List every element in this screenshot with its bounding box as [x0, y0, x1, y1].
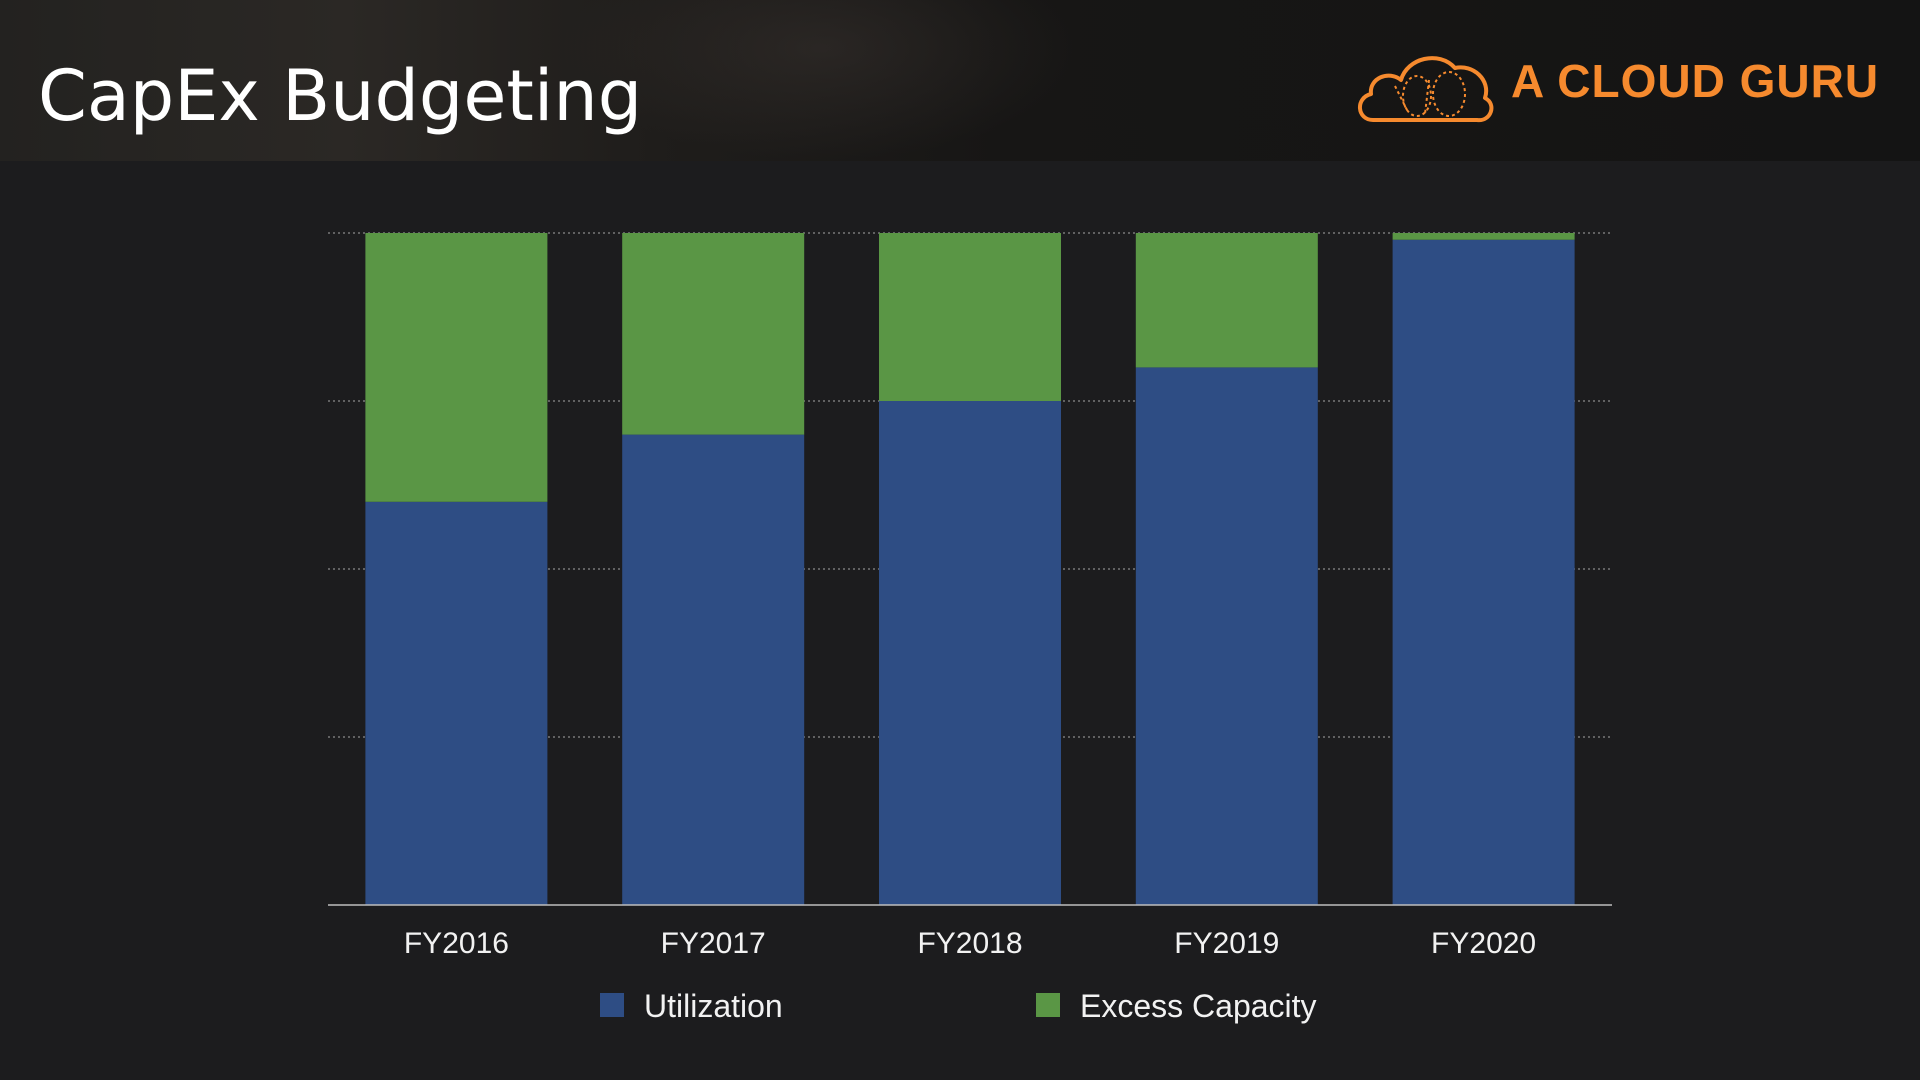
x-tick-label: FY2020 — [1431, 927, 1536, 960]
brand-name: A CLOUD GURU — [1511, 55, 1880, 107]
bar-excess-capacity-fy2019 — [1135, 233, 1318, 368]
x-tick-labels: FY2016 FY2017 FY2018 FY2019 FY2020 — [404, 927, 1536, 960]
legend-swatch — [600, 993, 624, 1017]
x-tick-label: FY2017 — [661, 927, 766, 960]
cloud-icon — [1358, 56, 1494, 123]
bars-layer — [365, 233, 1575, 906]
header-bar: CapEx Budgeting A CLOUD GURU — [0, 0, 1920, 161]
x-tick-label: FY2019 — [1174, 927, 1279, 960]
bar-utilization-fy2019 — [1135, 367, 1318, 905]
bar-excess-capacity-fy2018 — [879, 233, 1061, 401]
legend-label: Excess Capacity — [1080, 988, 1317, 1024]
slide-title: CapEx Budgeting — [38, 55, 643, 137]
x-tick-label: FY2018 — [917, 927, 1022, 960]
bar-utilization-fy2020 — [1392, 239, 1575, 906]
x-tick-label: FY2016 — [404, 927, 509, 960]
bar-excess-capacity-fy2020 — [1392, 233, 1575, 240]
brand-logo: A CLOUD GURU — [1355, 40, 1878, 130]
bar-excess-capacity-fy2017 — [622, 233, 805, 435]
header-video-overlay — [560, 0, 1080, 161]
legend: Utilization Excess Capacity — [600, 988, 1317, 1024]
legend-swatch — [1036, 993, 1060, 1017]
bar-utilization-fy2016 — [365, 501, 548, 905]
bar-utilization-fy2017 — [622, 434, 805, 905]
legend-label: Utilization — [644, 988, 783, 1024]
bar-utilization-fy2018 — [879, 401, 1061, 905]
bar-excess-capacity-fy2016 — [365, 233, 548, 502]
